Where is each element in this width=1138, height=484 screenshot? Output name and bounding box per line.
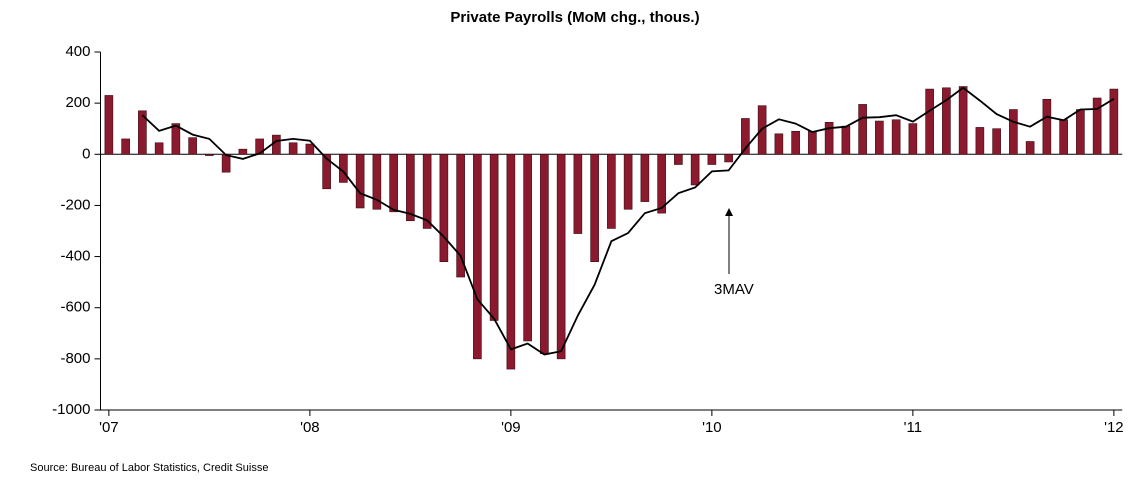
- bar: [1009, 109, 1018, 155]
- y-tick-label: 400: [65, 43, 90, 60]
- bar: [439, 153, 449, 262]
- bar: [640, 153, 650, 202]
- bar: [741, 118, 750, 155]
- bar: [808, 130, 817, 155]
- bar: [422, 153, 432, 229]
- bar: [339, 153, 348, 183]
- bar: [489, 153, 499, 321]
- bar: [205, 153, 214, 156]
- bar: [238, 148, 248, 155]
- y-tick-label: -600: [60, 299, 90, 316]
- x-tick-label: '07: [99, 419, 119, 436]
- bar: [690, 153, 700, 186]
- bar: [221, 153, 231, 173]
- arrow-head: [725, 208, 733, 216]
- bar: [540, 153, 549, 355]
- bar: [171, 123, 181, 155]
- bar: [188, 137, 197, 155]
- bar: [1059, 119, 1068, 155]
- bar: [1025, 141, 1035, 155]
- bar: [674, 153, 683, 165]
- bar: [305, 143, 315, 155]
- x-tick-label: '09: [501, 419, 521, 436]
- y-tick-label: 0: [82, 145, 90, 162]
- y-tick-label: -800: [60, 350, 90, 367]
- bar: [590, 153, 599, 262]
- bar: [623, 153, 633, 210]
- bar: [372, 153, 382, 210]
- x-tick-label: '10: [702, 419, 722, 436]
- y-tick-label: 200: [65, 94, 90, 111]
- bar: [288, 142, 298, 155]
- bar: [1076, 109, 1085, 155]
- bar: [389, 153, 398, 213]
- bar: [824, 122, 834, 155]
- bar: [908, 123, 918, 155]
- bar: [975, 127, 985, 155]
- x-tick-label: '12: [1104, 419, 1124, 436]
- bar: [138, 110, 147, 155]
- bar: [607, 153, 616, 229]
- bar: [154, 142, 164, 155]
- moving-average-line: [141, 86, 1115, 356]
- bar: [573, 153, 583, 234]
- bar: [272, 134, 281, 155]
- y-tick-label: -400: [60, 248, 90, 265]
- y-tick-label: -1000: [52, 401, 90, 418]
- y-tick-label: -200: [60, 196, 90, 213]
- bar: [891, 119, 901, 155]
- bar: [121, 138, 130, 155]
- x-tick-label: '11: [904, 419, 922, 436]
- bar: [707, 153, 717, 165]
- bar: [355, 153, 365, 209]
- bar: [473, 153, 482, 360]
- bar: [406, 153, 415, 222]
- bar: [992, 128, 1001, 155]
- bar: [657, 153, 666, 214]
- bar: [841, 125, 851, 155]
- bar: [506, 153, 516, 370]
- annotation: 3MAV: [714, 281, 754, 298]
- bar: [724, 153, 733, 163]
- bar: [1092, 97, 1102, 155]
- bar: [774, 133, 784, 155]
- bar: [456, 153, 465, 278]
- bar: [104, 95, 114, 155]
- bar: [958, 86, 968, 155]
- bar: [925, 88, 934, 155]
- bar: [1109, 88, 1119, 155]
- source: Source: Bureau of Labor Statistics, Cred…: [30, 462, 268, 474]
- bar: [523, 153, 532, 342]
- bar: [1042, 99, 1052, 155]
- bar: [322, 153, 331, 190]
- bar: [875, 120, 884, 155]
- x-tick-label: '08: [300, 419, 320, 436]
- bar: [942, 87, 951, 155]
- chart-title: Private Payrolls (MoM chg., thous.): [450, 9, 699, 26]
- bar: [858, 104, 867, 155]
- bar: [556, 153, 566, 360]
- bar: [791, 130, 800, 155]
